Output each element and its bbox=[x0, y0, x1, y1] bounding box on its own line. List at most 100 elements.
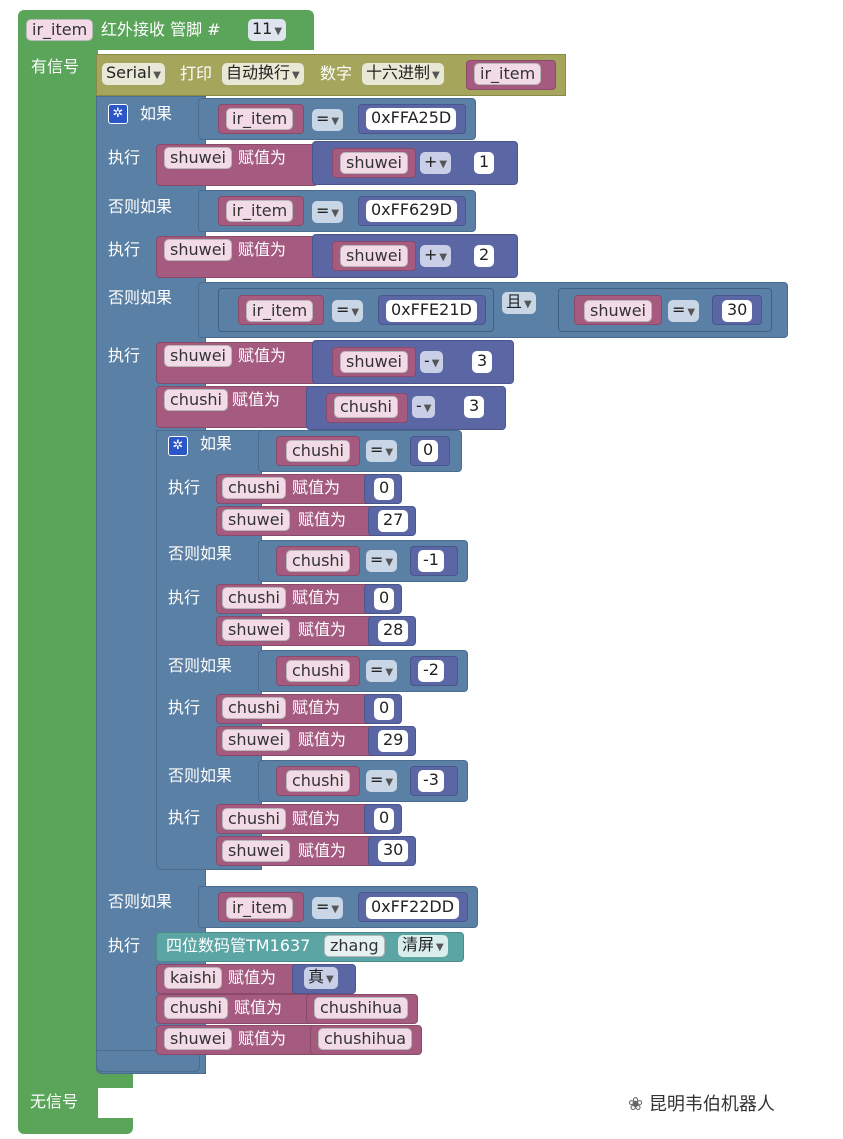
watermark: ❀ 昆明韦伯机器人 bbox=[628, 1090, 775, 1116]
eq-dropdown[interactable]: = ▼ bbox=[366, 550, 398, 572]
dropdown-arrow-icon: ▼ bbox=[524, 299, 532, 310]
serial-number-label: 数字 bbox=[320, 64, 353, 83]
assign-label: 赋值为 bbox=[234, 998, 283, 1017]
shuwei-var-pill[interactable]: shuwei bbox=[340, 351, 408, 373]
chushi-var-pill[interactable]: chushi bbox=[286, 440, 350, 462]
op-dropdown[interactable]: + ▼ bbox=[420, 152, 452, 174]
shuwei-var-pill[interactable]: shuwei bbox=[164, 1028, 232, 1050]
do-label: 执行 bbox=[168, 808, 201, 827]
shuwei-var-pill[interactable]: shuwei bbox=[222, 840, 290, 862]
kaishi-var-pill[interactable]: kaishi bbox=[164, 967, 223, 989]
serial-port-value: Serial bbox=[106, 63, 152, 82]
eq-dropdown[interactable]: = ▼ bbox=[366, 660, 398, 682]
number-field[interactable]: -2 bbox=[418, 660, 444, 682]
and-dropdown[interactable]: 且 ▼ bbox=[502, 292, 536, 314]
number-field[interactable]: 3 bbox=[464, 396, 485, 418]
wechat-icon: ❀ bbox=[628, 1094, 644, 1115]
shuwei-var-pill[interactable]: shuwei bbox=[222, 619, 290, 641]
op-value: - bbox=[416, 396, 422, 415]
shuwei-var-pill[interactable]: shuwei bbox=[584, 300, 652, 322]
and-value: 且 bbox=[506, 292, 523, 311]
number-field[interactable]: 30 bbox=[722, 300, 753, 322]
gear-icon[interactable]: ✲ bbox=[108, 104, 128, 124]
serial-base-value: 十六进制 bbox=[366, 63, 431, 82]
chushi-var-pill[interactable]: chushi bbox=[164, 997, 228, 1019]
op-dropdown[interactable]: + ▼ bbox=[420, 245, 452, 267]
assign-label: 赋值为 bbox=[238, 148, 287, 167]
do-label: 执行 bbox=[168, 588, 201, 607]
assign-label: 赋值为 bbox=[298, 730, 347, 749]
number-field[interactable]: 29 bbox=[378, 730, 409, 752]
assign-label: 赋值为 bbox=[238, 346, 287, 365]
chushi-var-pill[interactable]: chushi bbox=[222, 697, 286, 719]
eq-dropdown[interactable]: = ▼ bbox=[366, 770, 398, 792]
chushi-var-pill[interactable]: chushi bbox=[222, 808, 286, 830]
eq-dropdown[interactable]: = ▼ bbox=[312, 201, 344, 223]
shuwei-var-pill[interactable]: shuwei bbox=[340, 245, 408, 267]
eq-dropdown[interactable]: = ▼ bbox=[312, 897, 344, 919]
ir-var-pill[interactable]: ir_item bbox=[26, 19, 94, 41]
number-field[interactable]: 0 bbox=[374, 478, 395, 500]
eq-dropdown[interactable]: = ▼ bbox=[668, 300, 700, 322]
chushi-var-pill[interactable]: chushi bbox=[222, 477, 286, 499]
chushi-var-pill[interactable]: chushi bbox=[286, 660, 350, 682]
chushi-var-pill[interactable]: chushi bbox=[286, 770, 350, 792]
ir-code-field[interactable]: 0xFF629D bbox=[366, 200, 457, 222]
assign-label: 赋值为 bbox=[228, 968, 277, 987]
eq-dropdown[interactable]: = ▼ bbox=[366, 440, 398, 462]
serial-var-pill[interactable]: ir_item bbox=[474, 63, 542, 85]
serial-port-dropdown[interactable]: Serial ▼ bbox=[102, 63, 165, 85]
number-field[interactable]: 0 bbox=[374, 588, 395, 610]
if-block-1-bottom bbox=[96, 1050, 200, 1072]
op-value: + bbox=[424, 152, 438, 171]
assign-label: 赋值为 bbox=[292, 588, 341, 607]
chushi-var-pill[interactable]: chushi bbox=[164, 389, 228, 411]
tm1637-name-field[interactable]: zhang bbox=[324, 935, 385, 957]
number-field[interactable]: -3 bbox=[418, 770, 444, 792]
ir-var-pill[interactable]: ir_item bbox=[226, 108, 294, 130]
dropdown-arrow-icon: ▼ bbox=[331, 208, 340, 219]
number-field[interactable]: 27 bbox=[378, 510, 409, 532]
gear-icon[interactable]: ✲ bbox=[168, 436, 188, 456]
ir-code-field[interactable]: 0xFFA25D bbox=[366, 108, 457, 130]
ir-var-pill[interactable]: ir_item bbox=[246, 300, 314, 322]
chushihua-var-pill[interactable]: chushihua bbox=[318, 1028, 413, 1050]
shuwei-var-pill[interactable]: shuwei bbox=[164, 239, 232, 261]
number-field[interactable]: 1 bbox=[474, 152, 495, 174]
ir-var-pill[interactable]: ir_item bbox=[226, 200, 294, 222]
shuwei-var-pill[interactable]: shuwei bbox=[222, 509, 290, 531]
number-field[interactable]: 0 bbox=[418, 440, 439, 462]
shuwei-var-pill[interactable]: shuwei bbox=[164, 345, 232, 367]
number-field[interactable]: 0 bbox=[374, 808, 395, 830]
number-field[interactable]: 30 bbox=[378, 840, 409, 862]
pin-dropdown[interactable]: 11 ▼ bbox=[248, 19, 287, 41]
eq-value: = bbox=[370, 770, 384, 789]
shuwei-var-pill[interactable]: shuwei bbox=[340, 152, 408, 174]
ir-code-field[interactable]: 0xFFE21D bbox=[386, 300, 477, 322]
eq-dropdown[interactable]: = ▼ bbox=[332, 300, 364, 322]
chushi-var-pill[interactable]: chushi bbox=[334, 396, 398, 418]
chushi-var-pill[interactable]: chushi bbox=[286, 550, 350, 572]
shuwei-var-pill[interactable]: shuwei bbox=[222, 729, 290, 751]
ir-var-pill[interactable]: ir_item bbox=[226, 897, 294, 919]
number-field[interactable]: 3 bbox=[472, 351, 493, 373]
number-field[interactable]: -1 bbox=[418, 550, 444, 572]
chushi-var-pill[interactable]: chushi bbox=[222, 587, 286, 609]
elseif-label-1: 否则如果 bbox=[108, 197, 173, 216]
shuwei-var-pill[interactable]: shuwei bbox=[164, 147, 232, 169]
do-label: 执行 bbox=[168, 698, 201, 717]
eq-value: = bbox=[316, 109, 330, 128]
number-field[interactable]: 2 bbox=[474, 245, 495, 267]
op-dropdown[interactable]: - ▼ bbox=[420, 351, 444, 373]
op-dropdown[interactable]: - ▼ bbox=[412, 396, 436, 418]
bool-dropdown[interactable]: 真 ▼ bbox=[304, 967, 338, 989]
ir-code-field[interactable]: 0xFF22DD bbox=[366, 897, 460, 919]
number-field[interactable]: 28 bbox=[378, 620, 409, 642]
tm1637-action-dropdown[interactable]: 清屏 ▼ bbox=[398, 935, 448, 957]
chushihua-var-pill[interactable]: chushihua bbox=[314, 997, 409, 1019]
number-field[interactable]: 0 bbox=[374, 698, 395, 720]
eq-dropdown[interactable]: = ▼ bbox=[312, 109, 344, 131]
assign-label: 赋值为 bbox=[292, 809, 341, 828]
serial-mode-dropdown[interactable]: 自动换行 ▼ bbox=[222, 63, 304, 85]
serial-base-dropdown[interactable]: 十六进制 ▼ bbox=[362, 63, 444, 85]
